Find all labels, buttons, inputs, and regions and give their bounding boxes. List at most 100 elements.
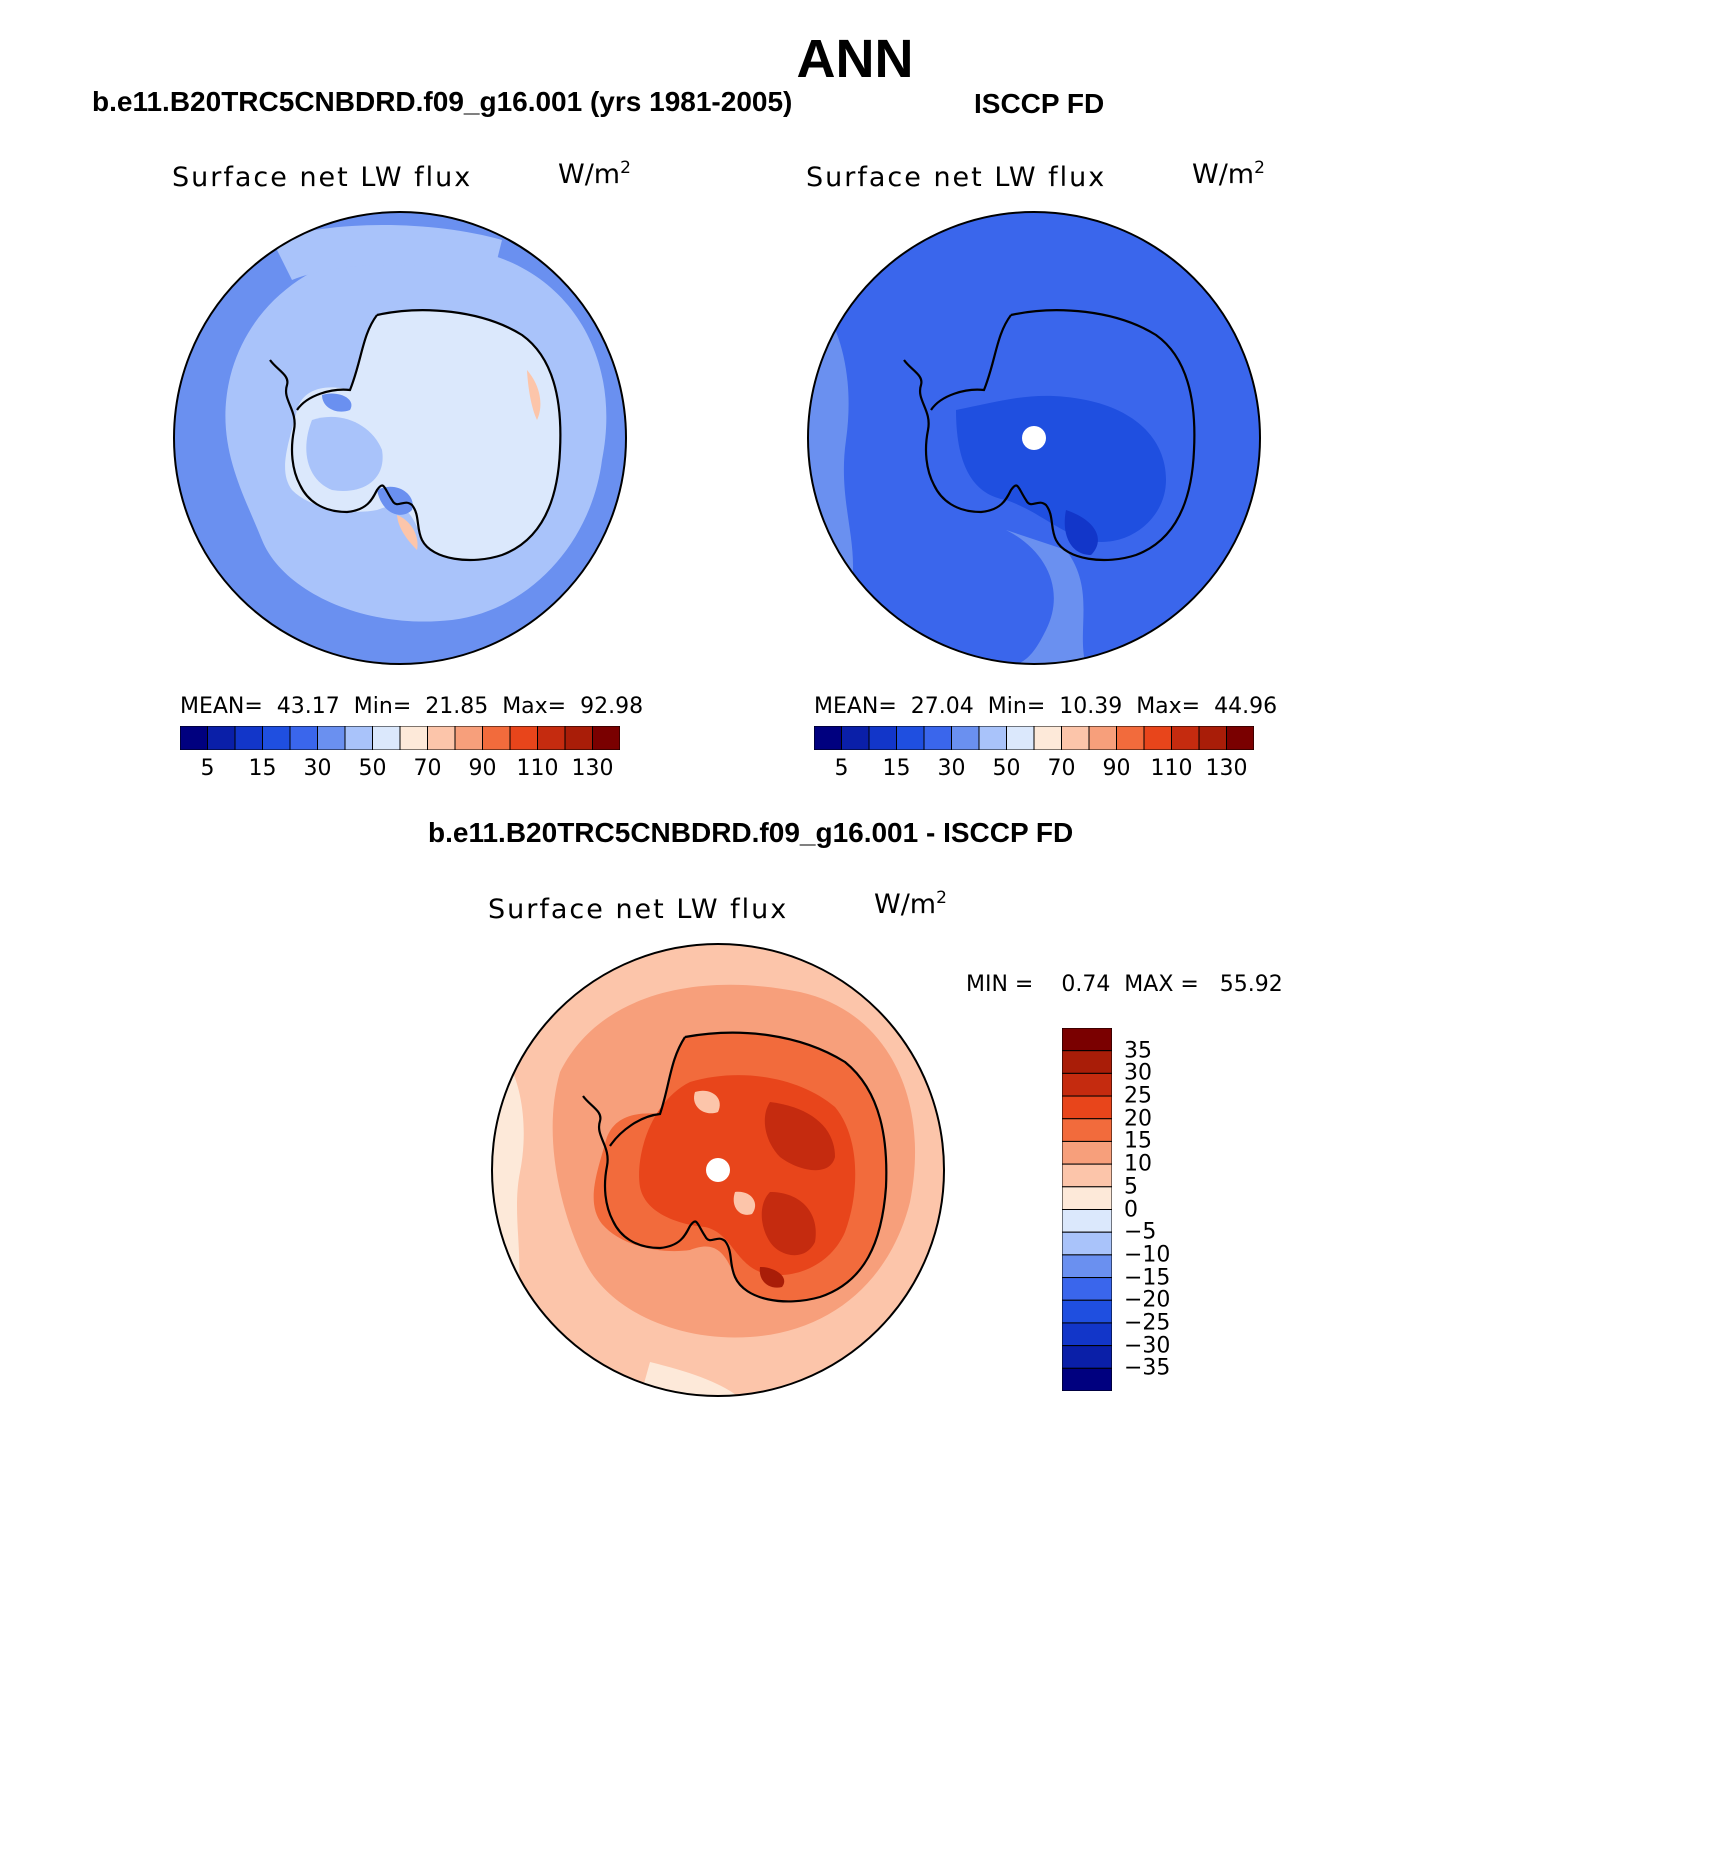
diff-colorbar-tick-label: −10	[1124, 1242, 1171, 1268]
diff-colorbar-tick-label: −25	[1124, 1310, 1171, 1336]
model-continent	[285, 310, 561, 560]
model-ocean-band	[272, 225, 502, 280]
obs-polar-map	[807, 211, 1261, 665]
diff-colorbar-tick-label: −15	[1124, 1265, 1171, 1291]
model-colorbar-tick-label: 15	[248, 756, 277, 781]
obs-colorbar-tick-label: 15	[882, 756, 911, 781]
model-colorbar-tick-label: 70	[413, 756, 442, 781]
diff-colorbar-tick-label: 25	[1124, 1083, 1152, 1109]
model-colorbar-tick-label: 5	[200, 756, 215, 781]
obs-continent-deep	[1064, 510, 1098, 555]
model-colorbar-box	[372, 726, 401, 750]
obs-colorbar-tick-label: 70	[1047, 756, 1076, 781]
obs-unit-label: W/m2	[1192, 158, 1265, 190]
model-warm-coast-east	[527, 370, 541, 420]
model-continent-patch	[306, 416, 383, 491]
diff-colorbar-ticks: 35 30 25 20 15 10 5 0 −5 −10 −15 −20 −25 −30 −35	[1124, 1028, 1184, 1391]
obs-colorbar-tick-label: 30	[937, 756, 966, 781]
model-colorbar-tick-label: 90	[468, 756, 497, 781]
model-colorbar-tick-label: 110	[516, 756, 559, 781]
diff-colorbar-box	[1062, 1231, 1112, 1256]
model-colorbar-box	[234, 726, 263, 750]
obs-colorbar-box	[1171, 726, 1200, 750]
obs-colorbar-tick-label: 90	[1102, 756, 1131, 781]
diff-colorbar-box	[1062, 1186, 1112, 1210]
obs-colorbar-tick-label: 5	[834, 756, 849, 781]
diff-pole-hole	[706, 1158, 730, 1182]
diff-colorbar-box	[1062, 1118, 1112, 1142]
diff-colorbar-tick-label: −35	[1124, 1355, 1171, 1381]
diff-hotspot-peak	[759, 1267, 785, 1288]
diff-colorbar-box	[1062, 1322, 1112, 1347]
diff-colorbar-box	[1062, 1367, 1112, 1391]
model-colorbar-box	[344, 726, 373, 750]
obs-colorbar-box	[1033, 726, 1062, 750]
diff-colorbar-box	[1062, 1345, 1112, 1369]
model-stats: MEAN= 43.17 Min= 21.85 Max= 92.98	[180, 694, 644, 719]
obs-pole-hole	[1022, 426, 1046, 450]
diff-colorbar-tick-label: 5	[1124, 1174, 1138, 1200]
diff-colorbar-tick-label: 0	[1124, 1197, 1138, 1222]
model-colorbar-box	[454, 726, 483, 750]
diff-colorbar-tick-label: 30	[1124, 1060, 1152, 1086]
diff-hotspot-east	[764, 1102, 835, 1171]
obs-colorbar	[814, 726, 1254, 750]
model-colorbar-box	[207, 726, 236, 750]
obs-ocean-south	[1006, 530, 1086, 664]
model-colorbar-tick-label: 50	[358, 756, 387, 781]
model-colorbar-box	[482, 726, 511, 750]
obs-colorbar-tick-label: 130	[1205, 756, 1248, 781]
obs-colorbar-box	[1116, 726, 1145, 750]
model-colorbar-tick-label: 30	[303, 756, 332, 781]
diff-variable-label: Surface net LW flux	[488, 894, 789, 925]
diff-unit-label: W/m2	[874, 888, 947, 920]
obs-colorbar-box	[896, 726, 925, 750]
diff-colorbar-box	[1062, 1028, 1112, 1052]
obs-colorbar-box	[1143, 726, 1172, 750]
diff-minmax: MIN = 0.74 MAX = 55.92	[966, 972, 1283, 997]
model-ross-patch	[377, 486, 413, 515]
obs-colorbar-box	[1226, 726, 1254, 750]
diff-colorbar-box	[1062, 1163, 1112, 1188]
diff-hotspot-south	[761, 1192, 816, 1256]
model-weddell-patch	[322, 393, 352, 412]
obs-stats: MEAN= 27.04 Min= 10.39 Max= 44.96	[814, 694, 1278, 719]
diff-colorbar-box	[1062, 1254, 1112, 1279]
diff-colorbar-box	[1062, 1072, 1112, 1097]
main-title: ANN	[796, 29, 914, 89]
model-coastline	[269, 309, 562, 562]
diff-colorbar-box	[1062, 1299, 1112, 1324]
obs-colorbar-box	[923, 726, 952, 750]
diff-colorbar-box	[1062, 1050, 1112, 1074]
diff-colorbar-box	[1062, 1277, 1112, 1301]
diff-coastline	[582, 1031, 888, 1303]
model-colorbar-box	[399, 726, 428, 750]
model-colorbar-box	[427, 726, 456, 750]
obs-colorbar-box	[1006, 726, 1035, 750]
obs-colorbar-box	[1061, 726, 1090, 750]
model-colorbar-box	[537, 726, 566, 750]
diff-colorbar-tick-label: 35	[1124, 1038, 1152, 1064]
obs-colorbar-tick-label: 50	[992, 756, 1021, 781]
model-variable-label: Surface net LW flux	[172, 162, 473, 193]
obs-colorbar-box	[868, 726, 897, 750]
model-colorbar-box	[592, 726, 620, 750]
model-warm-coast-ross	[397, 515, 418, 550]
obs-variable-label: Surface net LW flux	[806, 162, 1107, 193]
diff-colorbar-tick-label: 20	[1124, 1106, 1152, 1132]
obs-colorbar-box	[814, 726, 842, 750]
obs-coastline	[903, 309, 1196, 562]
diff-polar-map	[491, 943, 945, 1397]
obs-colorbar-box	[841, 726, 870, 750]
diff-panel-title: b.e11.B20TRC5CNBDRD.f09_g16.001 - ISCCP …	[428, 817, 1074, 848]
model-colorbar-box	[289, 726, 318, 750]
model-colorbar-box	[262, 726, 291, 750]
diff-colorbar-tick-label: 10	[1124, 1151, 1152, 1177]
model-colorbar	[180, 726, 620, 750]
diff-colorbar-box	[1062, 1095, 1112, 1120]
model-colorbar-box	[564, 726, 593, 750]
model-unit-label: W/m2	[558, 158, 631, 190]
obs-colorbar-box	[1198, 726, 1227, 750]
diff-cool-patch-2	[733, 1191, 756, 1215]
obs-colorbar-tick-label: 110	[1150, 756, 1193, 781]
